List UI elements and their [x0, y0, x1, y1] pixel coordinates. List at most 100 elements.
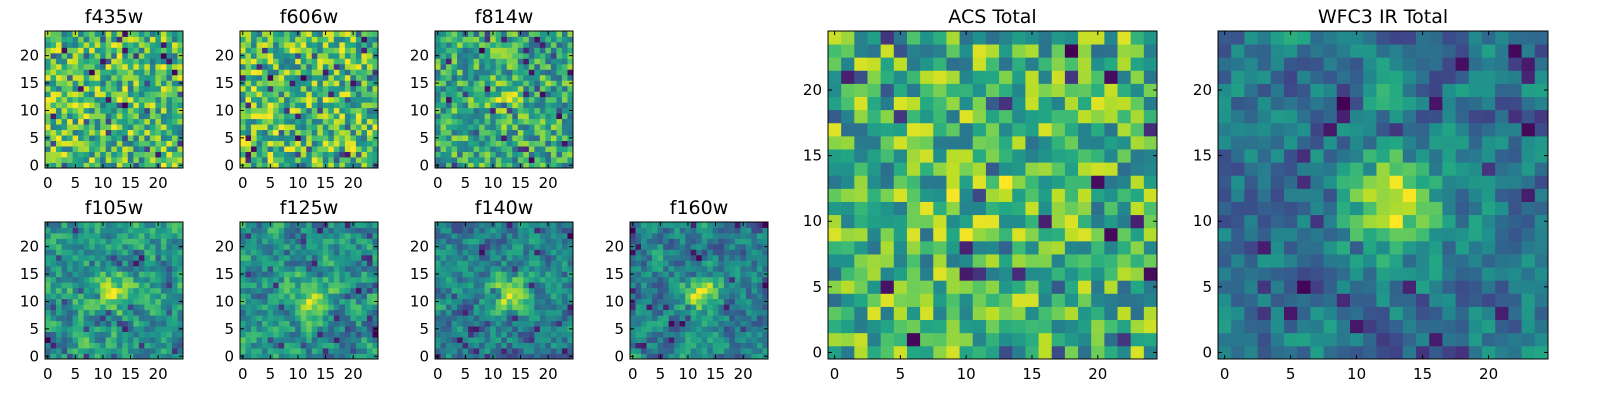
heatmap-cell [473, 298, 480, 305]
heatmap-cell [663, 287, 670, 294]
heatmap-cell [50, 63, 57, 70]
heatmap-cell [355, 232, 362, 239]
heatmap-cell [696, 243, 703, 250]
heatmap-cell [451, 52, 458, 59]
heatmap-cell [278, 36, 285, 43]
heatmap-cell [1104, 319, 1118, 334]
heatmap-cell [512, 337, 519, 343]
heatmap-cell [372, 337, 379, 343]
heatmap-cell [495, 85, 502, 92]
heatmap-cell [701, 326, 708, 332]
heatmap-cell [361, 271, 368, 278]
heatmap-cell [245, 276, 252, 283]
heatmap-cell [339, 222, 346, 228]
heatmap-cell [528, 129, 535, 136]
heatmap-cell [920, 254, 934, 268]
heatmap-cell [344, 326, 351, 332]
heatmap-cell [61, 74, 68, 81]
heatmap-cell [355, 85, 362, 92]
heatmap-cell [67, 271, 73, 278]
heatmap-cell [67, 124, 73, 131]
heatmap-cell [366, 63, 373, 70]
heatmap-cell [435, 58, 441, 65]
heatmap-cell [133, 157, 140, 163]
heatmap-cell [127, 41, 134, 48]
y-tick-label: 5 [419, 129, 429, 147]
heatmap-cell [556, 315, 563, 322]
heatmap-cell [111, 265, 118, 272]
heatmap-cell [278, 151, 285, 158]
heatmap-cell [295, 293, 302, 300]
heatmap-cell [762, 227, 769, 234]
heatmap-cell [273, 74, 280, 81]
heatmap-cell [473, 232, 480, 239]
heatmap-cell [534, 63, 541, 70]
heatmap-cell [468, 238, 475, 245]
heatmap-cell [1064, 188, 1079, 202]
heatmap-cell [273, 129, 280, 136]
heatmap-cell [685, 243, 692, 250]
heatmap-cell [278, 265, 285, 272]
heatmap-cell [457, 102, 463, 109]
heatmap-cell [144, 337, 151, 343]
heatmap-cell [289, 342, 296, 349]
heatmap-cell [718, 342, 725, 349]
heatmap-cell [262, 282, 268, 289]
heatmap-cell [473, 342, 480, 349]
heatmap-cell [641, 293, 647, 300]
heatmap-cell [679, 315, 686, 322]
heatmap-cell [545, 96, 552, 103]
heatmap-cell [256, 36, 263, 43]
heatmap-cell [322, 282, 329, 289]
heatmap-cell [561, 146, 568, 152]
heatmap-cell [534, 135, 541, 141]
heatmap-cell [284, 238, 291, 245]
heatmap-cell [122, 265, 129, 272]
heatmap-cell [339, 337, 346, 343]
heatmap-cell [641, 337, 647, 343]
heatmap-cell [78, 118, 85, 125]
heatmap-cell [946, 201, 960, 216]
heatmap-cell [127, 96, 134, 103]
heatmap-cell [745, 249, 752, 256]
heatmap-cell [94, 309, 101, 316]
heatmap-cell [89, 118, 96, 125]
heatmap-cell [56, 238, 62, 245]
heatmap-cell [262, 326, 268, 332]
heatmap-cell [657, 227, 664, 234]
heatmap-cell [495, 249, 502, 256]
heatmap-cell [50, 337, 57, 343]
heatmap-cell [745, 315, 752, 322]
heatmap-cell [446, 265, 452, 272]
heatmap-cell [985, 254, 1000, 268]
heatmap-cell [893, 254, 908, 268]
heatmap-cell [289, 140, 296, 147]
heatmap-cell [122, 320, 129, 327]
heatmap-cell [322, 309, 329, 316]
heatmap-cell [149, 326, 156, 332]
heatmap-cell [451, 309, 458, 316]
heatmap-cell [56, 69, 62, 76]
heatmap-cell [278, 52, 285, 59]
heatmap-cell [561, 36, 568, 43]
heatmap-cell [245, 342, 252, 349]
heatmap-cell [841, 306, 855, 321]
heatmap-cell [251, 337, 257, 343]
heatmap-cell [295, 309, 302, 316]
heatmap-cell [155, 91, 162, 98]
heatmap-cell [468, 36, 475, 43]
heatmap-cell [517, 249, 524, 256]
heatmap-cell [355, 238, 362, 245]
heatmap-cell [333, 331, 340, 338]
heatmap-cell [446, 222, 452, 228]
heatmap-cell [256, 276, 263, 283]
heatmap-cell [972, 214, 987, 229]
heatmap-cell [756, 238, 763, 245]
heatmap-cell [446, 162, 452, 169]
heatmap-cell [295, 326, 302, 332]
heatmap-cell [256, 287, 263, 294]
heatmap-cell [111, 69, 118, 76]
heatmap-cell [435, 41, 441, 48]
heatmap-cell [854, 149, 868, 163]
heatmap-cell [289, 276, 296, 283]
